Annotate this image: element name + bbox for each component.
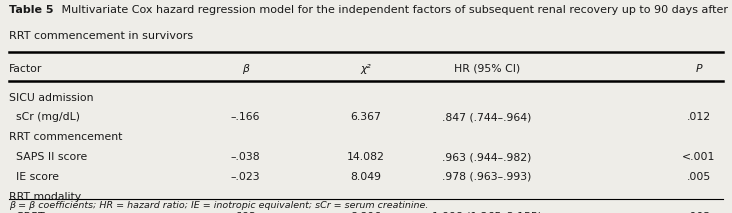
Text: 14.082: 14.082 — [347, 152, 385, 162]
Text: RRT modality: RRT modality — [9, 192, 81, 202]
Text: .692: .692 — [234, 212, 257, 213]
Text: sCr (mg/dL): sCr (mg/dL) — [9, 112, 80, 122]
Text: .963 (.944–.982): .963 (.944–.982) — [442, 152, 531, 162]
Text: HR (95% CI): HR (95% CI) — [454, 64, 520, 74]
Text: 1.998 (1.265–3.155): 1.998 (1.265–3.155) — [432, 212, 542, 213]
Text: P: P — [696, 64, 702, 74]
Text: .978 (.963–.993): .978 (.963–.993) — [442, 172, 531, 182]
Text: –.166: –.166 — [231, 112, 260, 122]
Text: .005: .005 — [687, 172, 712, 182]
Text: Factor: Factor — [9, 64, 42, 74]
Text: –.038: –.038 — [231, 152, 260, 162]
Text: –.023: –.023 — [231, 172, 260, 182]
Text: 8.049: 8.049 — [351, 172, 381, 182]
Text: .847 (.744–.964): .847 (.744–.964) — [442, 112, 531, 122]
Text: Table 5: Table 5 — [9, 5, 53, 15]
Text: IE score: IE score — [9, 172, 59, 182]
Text: 6.367: 6.367 — [351, 112, 381, 122]
Text: .012: .012 — [687, 112, 711, 122]
Text: .003: .003 — [687, 212, 712, 213]
Text: SAPS II score: SAPS II score — [9, 152, 87, 162]
Text: β: β — [242, 64, 249, 74]
Text: RRT commencement in survivors: RRT commencement in survivors — [9, 31, 193, 41]
Text: CRRT use: CRRT use — [9, 212, 67, 213]
Text: RRT commencement: RRT commencement — [9, 132, 122, 142]
Text: 8.806: 8.806 — [351, 212, 381, 213]
Text: <.001: <.001 — [682, 152, 716, 162]
Text: SICU admission: SICU admission — [9, 93, 93, 103]
Text: β = β coefficients; HR = hazard ratio; IE = inotropic equivalent; sCr = serum cr: β = β coefficients; HR = hazard ratio; I… — [9, 201, 428, 210]
Text: Multivariate Cox hazard regression model for the independent factors of subseque: Multivariate Cox hazard regression model… — [51, 5, 728, 15]
Text: χ²: χ² — [361, 64, 371, 74]
